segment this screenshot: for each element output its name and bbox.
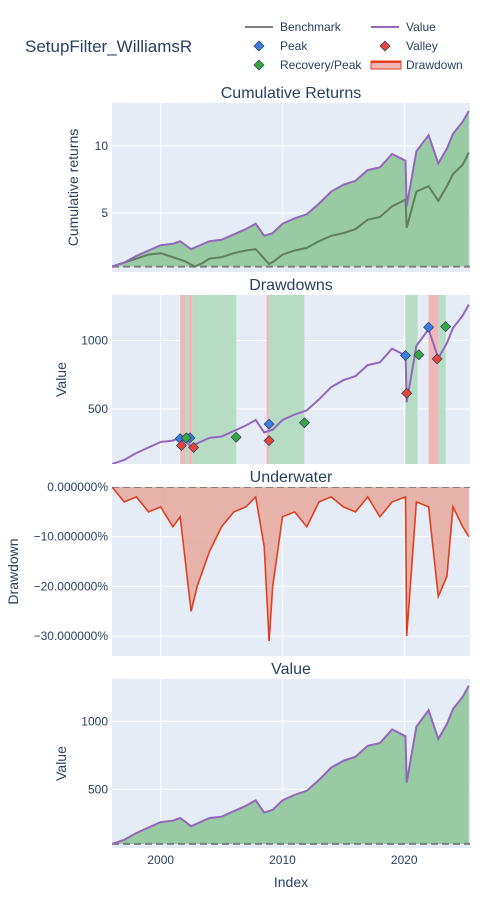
plot-content	[112, 685, 470, 845]
recovery-band	[438, 295, 446, 464]
recovery-marker	[298, 417, 310, 429]
recovery-band	[185, 295, 189, 464]
legend-item: Peak	[253, 39, 308, 53]
y-tick-label: 10	[95, 139, 109, 153]
peak-marker	[263, 418, 275, 430]
peak-marker	[423, 321, 435, 333]
plot-content	[112, 110, 470, 268]
underwater-line	[112, 487, 470, 642]
drawdown-band	[188, 295, 193, 464]
y-tick-label: 1000	[81, 333, 108, 347]
legend-label: Drawdown	[406, 58, 463, 72]
valley-marker	[431, 353, 443, 365]
legend: Benchmark Value Peak Valley Recovery/Peak Dra…	[245, 20, 463, 72]
y-tick-label: 1000	[81, 714, 108, 728]
panel-title: Underwater	[250, 469, 333, 486]
valley-marker	[263, 435, 275, 447]
x-axis-label: Index	[274, 874, 308, 890]
valley-marker	[188, 442, 200, 454]
recovery-marker	[180, 432, 192, 444]
valley-marker	[401, 387, 413, 399]
value-area	[112, 111, 469, 267]
legend-item: Value	[371, 20, 436, 34]
underwater-area	[112, 487, 469, 642]
panel-title: Cumulative Returns	[221, 85, 362, 102]
legend-item: Recovery/Peak	[253, 58, 362, 72]
y-tick-label: 500	[88, 402, 108, 416]
y-axis-label: Cumulative returns	[65, 129, 81, 247]
y-axis-label: Value	[53, 746, 69, 781]
y-axis-label: Drawdown	[5, 538, 21, 604]
panel-title: Value	[271, 661, 311, 678]
plot-content	[112, 487, 470, 642]
panel: 500 1000 Drawdowns Value	[53, 277, 470, 464]
peak-marker	[399, 349, 411, 361]
recovery-band	[192, 295, 237, 464]
drawdown-band	[180, 295, 186, 464]
legend-label: Valley	[406, 39, 438, 53]
drawdown-band	[428, 295, 439, 464]
legend-item: Benchmark	[245, 20, 342, 34]
legend-label: Recovery/Peak	[280, 58, 362, 72]
panel: 500 1000 Value Value 2000 2010 2020	[53, 661, 470, 867]
x-tick-label: 2020	[391, 853, 418, 867]
value-line	[112, 110, 470, 268]
panel: 0.000000% −10.000000% −20.000000% −30.00000…	[5, 469, 470, 656]
legend-swatch-diamond	[253, 40, 265, 52]
legend-label: Peak	[280, 39, 308, 53]
panel: 5 10 Cumulative Returns Cumulative returns	[65, 85, 470, 272]
y-tick-label: 500	[88, 782, 108, 796]
y-tick-label: −10.000000%	[34, 530, 109, 544]
legend-label: Value	[406, 20, 436, 34]
y-tick-label: 5	[101, 206, 108, 220]
recovery-marker	[230, 431, 242, 443]
legend-label: Benchmark	[280, 20, 342, 34]
panel-title: Drawdowns	[249, 277, 333, 294]
x-tick-label: 2010	[269, 853, 296, 867]
value-line	[112, 685, 470, 845]
drawdown-band	[266, 295, 270, 464]
y-tick-label: 0.000000%	[47, 480, 108, 494]
benchmark-line	[112, 152, 470, 268]
legend-item: Valley	[379, 39, 438, 53]
recovery-marker	[440, 321, 452, 333]
page-title: SetupFilter_WilliamsR	[25, 37, 192, 56]
y-axis-label: Value	[53, 362, 69, 397]
y-tick-label: −30.000000%	[34, 629, 109, 643]
legend-swatch-diamond	[253, 59, 265, 71]
x-tick-label: 2000	[147, 853, 174, 867]
legend-item: Drawdown	[370, 58, 463, 72]
recovery-band	[269, 295, 305, 464]
recovery-marker	[413, 349, 425, 361]
value-area	[112, 685, 469, 844]
plot-content	[112, 295, 470, 464]
valley-marker	[175, 439, 187, 451]
y-tick-label: −20.000000%	[34, 579, 109, 593]
legend-swatch-diamond	[379, 40, 391, 52]
